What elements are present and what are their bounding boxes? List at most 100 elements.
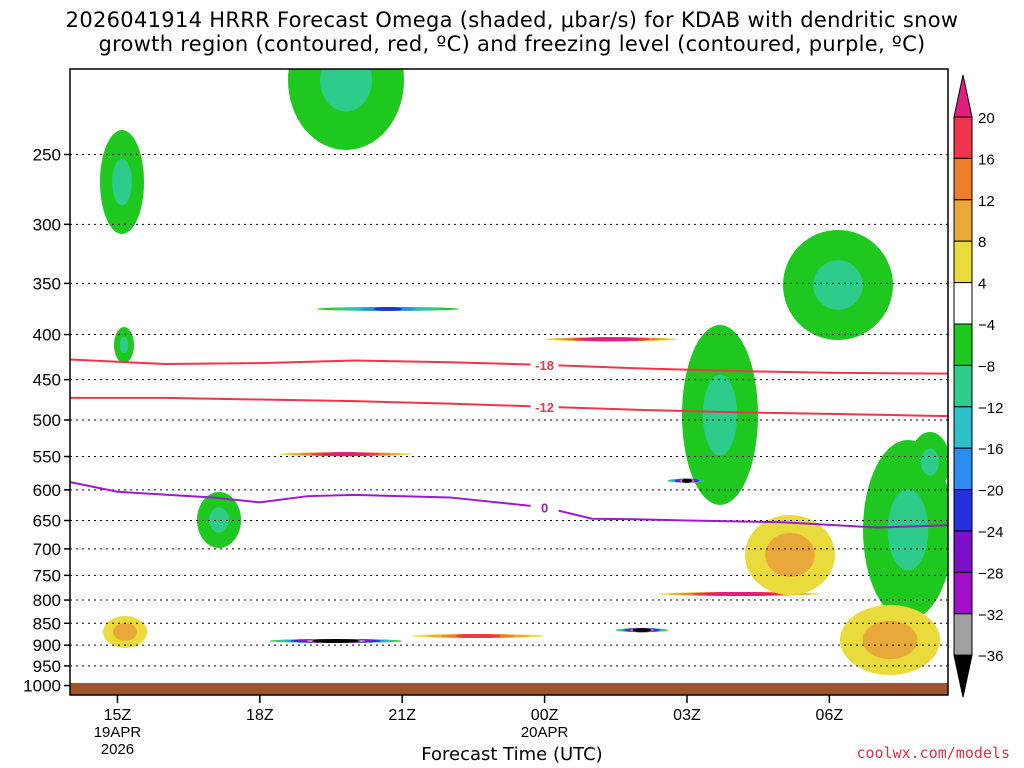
credit-text: coolwx.com/models bbox=[856, 744, 1010, 762]
ascent-blob-5-level-1 bbox=[702, 374, 738, 456]
colorbar-bin-13 bbox=[953, 613, 973, 656]
x-tick-label-1: 18Z bbox=[246, 707, 274, 724]
ascent-blob-2 bbox=[197, 492, 241, 548]
chart-title-line2: growth region (contoured, red, ºC) and f… bbox=[98, 32, 926, 56]
colorbar-label-7: −12 bbox=[978, 400, 1003, 417]
ascent-blob-7 bbox=[910, 432, 948, 492]
colorbar-bin-1 bbox=[953, 116, 973, 159]
descent-core-1-level-4 bbox=[321, 452, 370, 457]
weak-descent-1 bbox=[745, 515, 835, 595]
y-tick-label-350: 350 bbox=[33, 274, 61, 293]
colorbar-bin-7 bbox=[953, 364, 973, 408]
ascent-blob-4-level-1 bbox=[813, 260, 863, 310]
low-level-ascent-core-2 bbox=[615, 628, 668, 633]
colorbar-bin-11 bbox=[953, 530, 973, 573]
contour-temperature-1 bbox=[70, 396, 948, 418]
colorbar-label-8: −16 bbox=[978, 441, 1003, 458]
colorbar-bin-8 bbox=[953, 406, 973, 449]
colorbar-label-13: −36 bbox=[978, 648, 1003, 665]
colorbar-label-5: −4 bbox=[978, 317, 995, 334]
ascent-blob-2-level-1 bbox=[209, 507, 229, 533]
descent-core-2-level-4 bbox=[581, 337, 641, 342]
axes: 250 300 350 400 450 500 550 600 650 700 750 800 850 9… bbox=[23, 68, 949, 758]
y-tick-label-400: 400 bbox=[33, 326, 61, 345]
colorbar-bin-4 bbox=[953, 240, 973, 284]
y-tick-label-850: 850 bbox=[33, 614, 61, 633]
weak-descent-1-level-1 bbox=[765, 533, 815, 577]
colorbar-bin-5 bbox=[953, 282, 973, 325]
colorbar-bin-12 bbox=[953, 571, 973, 615]
x-axis-label: Forecast Time (UTC) bbox=[421, 744, 603, 765]
descent-core-3-level-4 bbox=[703, 591, 775, 596]
plot-frame bbox=[69, 68, 949, 696]
weak-descent-2 bbox=[840, 605, 940, 675]
colorbar-top-arrow bbox=[953, 74, 973, 118]
colorbar-bin-9 bbox=[953, 447, 973, 491]
contour-label-bg-1 bbox=[530, 399, 559, 414]
y-tick-label-300: 300 bbox=[33, 215, 61, 234]
colorbar-label-1: 16 bbox=[978, 151, 995, 168]
ascent-blob-3 bbox=[288, 69, 404, 150]
contour-label-2: 0 bbox=[541, 500, 548, 515]
y-tick-label-950: 950 bbox=[33, 657, 61, 676]
ascent-blob-3-level-1 bbox=[319, 69, 373, 112]
upper-ascent-column bbox=[316, 306, 460, 311]
colorbar-label-12: −32 bbox=[978, 607, 1003, 624]
y-tick-label-450: 450 bbox=[33, 371, 61, 390]
colorbar-label-10: −24 bbox=[978, 524, 1003, 541]
y-tick-label-500: 500 bbox=[33, 411, 61, 430]
y-tick-label-1000: 1000 bbox=[23, 677, 61, 696]
colorbar-bin-2 bbox=[953, 157, 973, 201]
ascent-blob-1-level-1 bbox=[119, 336, 129, 354]
colorbar-label-3: 8 bbox=[978, 234, 986, 251]
low-level-ascent-core-1-level-8 bbox=[311, 638, 360, 643]
ascent-blob-7-level-1 bbox=[921, 448, 939, 476]
descent-core-4-level-3 bbox=[455, 634, 501, 639]
y-tick-label-550: 550 bbox=[33, 448, 61, 467]
y-tick-label-750: 750 bbox=[33, 566, 61, 585]
descent-core-3 bbox=[658, 591, 820, 596]
y-tick-label-600: 600 bbox=[33, 481, 61, 500]
ascent-blob-6-level-1 bbox=[887, 489, 929, 571]
descent-core-2 bbox=[544, 337, 678, 342]
colorbar-label-2: 12 bbox=[978, 193, 995, 210]
contour-label-1: -12 bbox=[535, 400, 554, 415]
colorbar-label-9: −20 bbox=[978, 483, 1003, 500]
y-tick-label-250: 250 bbox=[33, 145, 61, 164]
ascent-blob-0-level-1 bbox=[112, 158, 132, 206]
low-level-ascent-core-1 bbox=[269, 638, 403, 643]
weak-descent-2-level-1 bbox=[862, 620, 918, 660]
colorbar: 20 16 12 8 4 −4 −8 −12 −16 −20 −24 −28 −32 −36 bbox=[953, 74, 1003, 698]
grid-lines bbox=[70, 153, 948, 695]
weak-descent-0 bbox=[103, 616, 147, 648]
x-tick-label-4: 03Z bbox=[673, 707, 701, 724]
colorbar-bin-3 bbox=[953, 199, 973, 242]
x-tick-year-0: 2026 bbox=[101, 741, 134, 758]
descent-core-1 bbox=[278, 452, 412, 457]
ground-surface bbox=[70, 683, 948, 695]
y-tick-label-650: 650 bbox=[33, 512, 61, 531]
colorbar-label-4: 4 bbox=[978, 276, 986, 293]
x-tick-date-3: 20APR bbox=[521, 724, 569, 741]
weak-descent-0-level-1 bbox=[112, 623, 138, 641]
ascent-blob-0 bbox=[100, 130, 144, 234]
contour-temperature-0 bbox=[70, 358, 948, 375]
y-tick-label-800: 800 bbox=[33, 591, 61, 610]
contour-label-bg-0 bbox=[530, 357, 559, 372]
mid-level-ascent-core-level-8 bbox=[681, 478, 693, 483]
colorbar-bottom-arrow bbox=[953, 654, 973, 698]
ascent-blob-4 bbox=[783, 230, 893, 340]
contour-label-0: -18 bbox=[535, 358, 554, 373]
mid-level-ascent-core bbox=[667, 478, 706, 483]
contour-lines: -18 -12 0 bbox=[70, 357, 948, 529]
x-tick-label-5: 06Z bbox=[816, 707, 844, 724]
colorbar-label-6: −8 bbox=[978, 358, 995, 375]
y-tick-label-900: 900 bbox=[33, 636, 61, 655]
colorbar-label-11: −28 bbox=[978, 565, 1003, 582]
x-tick-date-0: 19APR bbox=[94, 724, 142, 741]
y-tick-label-700: 700 bbox=[33, 540, 61, 559]
upper-ascent-column-level-4 bbox=[373, 306, 403, 311]
x-tick-label-0: 15Z bbox=[104, 707, 132, 724]
contour-freezing-level-2 bbox=[70, 481, 948, 529]
